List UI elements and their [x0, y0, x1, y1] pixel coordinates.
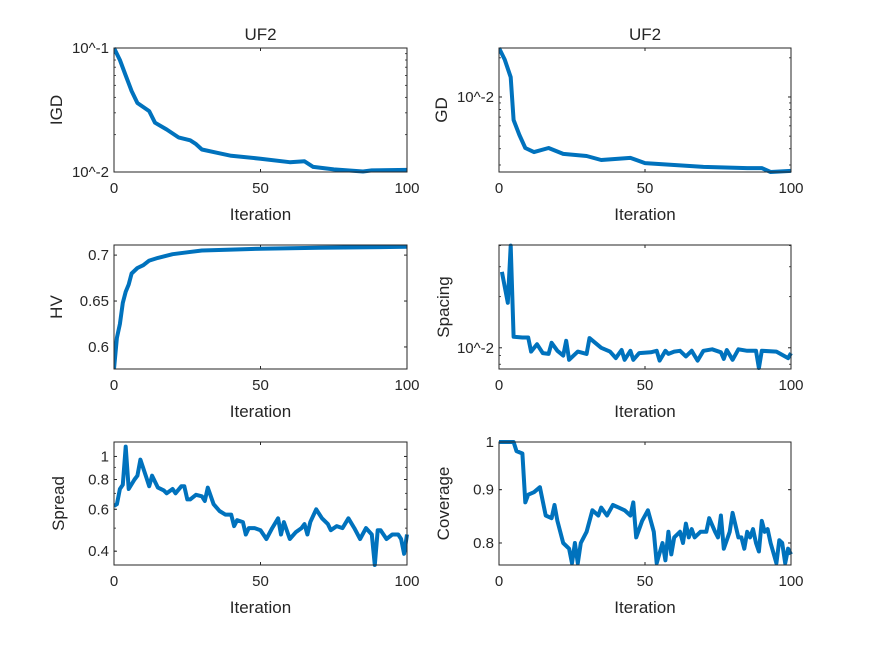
series-line	[114, 47, 408, 174]
y-tick-label: 10^-2	[457, 340, 494, 357]
series-line	[499, 47, 792, 174]
series-line	[114, 244, 408, 370]
y-tick-label: 0.7	[88, 247, 109, 264]
x-tick-label: 0	[110, 180, 118, 197]
x-tick-label: 0	[495, 573, 503, 590]
x-tick-label: 0	[110, 377, 118, 394]
series-line	[499, 243, 793, 370]
y-tick-label: 0.8	[473, 535, 494, 552]
y-axis-label: Spacing	[434, 276, 453, 337]
axes-frame	[498, 244, 792, 370]
x-tick-label: 0	[495, 377, 503, 394]
y-axis-label: HV	[47, 295, 66, 319]
plot-area	[499, 48, 791, 172]
y-axis-label: Coverage	[434, 467, 453, 541]
y-tick-label: 10^-2	[72, 164, 109, 181]
y-tick-label: 0.9	[473, 482, 494, 499]
y-tick-label: 10^-1	[72, 40, 109, 57]
x-tick-label: 100	[778, 180, 803, 197]
y-tick-label: 0.8	[88, 472, 109, 489]
plot-area	[114, 48, 407, 172]
x-tick-label: 50	[637, 377, 654, 394]
x-tick-label: 50	[637, 573, 654, 590]
chart-title: UF2	[244, 25, 276, 44]
x-axis-label: Iteration	[614, 402, 675, 421]
x-tick-label: 0	[110, 573, 118, 590]
y-tick-label: 10^-2	[457, 89, 494, 106]
y-tick-label: 1	[486, 434, 494, 451]
x-axis-label: Iteration	[230, 402, 291, 421]
y-axis-label: IGD	[47, 95, 66, 125]
subplot-hv: 0 50 100 0.6 0.65 0.7 Iteration HV	[47, 244, 420, 421]
plot-area	[114, 245, 407, 369]
axes-frame	[113, 47, 408, 173]
y-tick-label: 0.65	[80, 293, 109, 310]
x-tick-label: 50	[637, 180, 654, 197]
axes-frame	[113, 244, 408, 370]
y-tick-label: 0.4	[88, 543, 109, 560]
x-axis-label: Iteration	[230, 205, 291, 224]
subplot-coverage: 0 50 100 0.8 0.9 1 Iteration Coverage	[434, 434, 804, 617]
y-tick-label: 1	[101, 448, 109, 465]
y-axis-label: GD	[432, 97, 451, 123]
subplot-spacing: 0 50 100 10^-2 Iteration Spacing	[434, 243, 804, 421]
x-axis-label: Iteration	[614, 205, 675, 224]
subplot-spread: 0 50 100 0.4 0.6 0.8 1 Iteration Spread	[49, 441, 420, 617]
y-tick-label: 0.6	[88, 501, 109, 518]
subplot-gd: 0 50 100 10^-2 Iteration GD UF2	[432, 25, 804, 224]
x-tick-label: 50	[252, 180, 269, 197]
x-tick-label: 100	[394, 180, 419, 197]
axes-frame	[498, 47, 792, 173]
x-axis-label: Iteration	[614, 598, 675, 617]
x-axis-label: Iteration	[230, 598, 291, 617]
y-tick-label: 0.6	[88, 339, 109, 356]
x-tick-label: 100	[394, 377, 419, 394]
series-line	[114, 444, 409, 567]
x-tick-label: 100	[778, 573, 803, 590]
x-tick-label: 100	[394, 573, 419, 590]
series-line	[499, 440, 793, 566]
chart-title: UF2	[629, 25, 661, 44]
x-tick-label: 50	[252, 377, 269, 394]
x-tick-label: 100	[778, 377, 803, 394]
axes-frame	[498, 441, 792, 566]
x-tick-label: 50	[252, 573, 269, 590]
x-tick-label: 0	[495, 180, 503, 197]
y-axis-label: Spread	[49, 476, 68, 531]
plot-area	[114, 442, 407, 565]
axes-frame	[113, 441, 408, 566]
subplot-igd: 0 50 100 10^-2 10^-1 Iteration IGD UF2	[47, 25, 420, 224]
